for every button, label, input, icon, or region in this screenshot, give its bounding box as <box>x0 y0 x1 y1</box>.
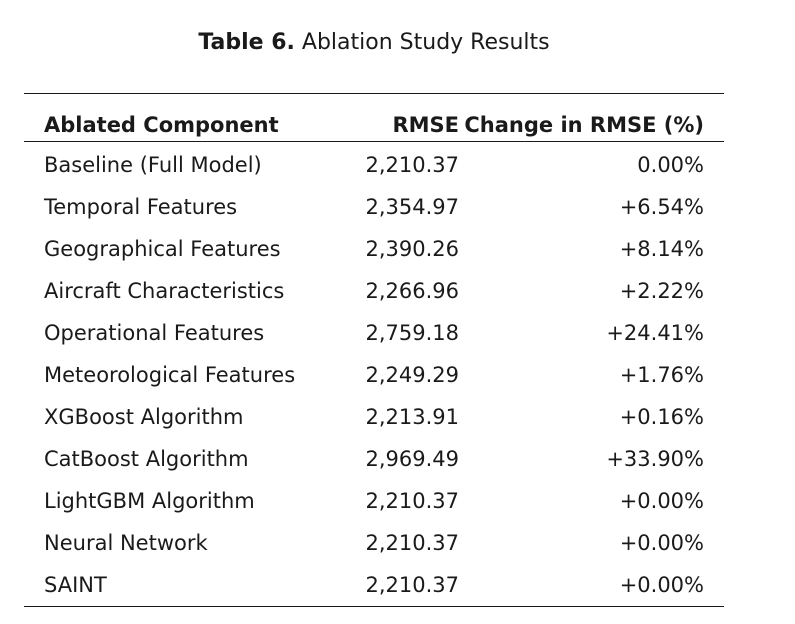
table-row: Geographical Features 2,390.26 +8.14% <box>24 228 724 270</box>
cell-change: +0.00% <box>619 573 704 597</box>
cell-component: Meteorological Features <box>44 363 296 387</box>
cell-rmse: 2,266.96 <box>365 279 459 303</box>
cell-rmse: 2,213.91 <box>365 405 459 429</box>
ablation-table-wrapper: Ablated Component RMSE Change in RMSE (%… <box>24 93 724 607</box>
cell-component: SAINT <box>44 573 107 597</box>
table-row: Operational Features 2,759.18 +24.41% <box>24 312 724 354</box>
header-rmse: RMSE <box>392 113 459 137</box>
cell-change: +2.22% <box>619 279 704 303</box>
header-ablated-component: Ablated Component <box>44 113 279 137</box>
cell-component: Neural Network <box>44 531 208 555</box>
cell-change: +1.76% <box>619 363 704 387</box>
cell-rmse: 2,249.29 <box>365 363 459 387</box>
table-row: XGBoost Algorithm 2,213.91 +0.16% <box>24 396 724 438</box>
cell-component: LightGBM Algorithm <box>44 489 255 513</box>
cell-change: +6.54% <box>619 195 704 219</box>
table-caption: Table 6. Ablation Study Results <box>0 28 748 58</box>
header-change-in-rmse: Change in RMSE (%) <box>464 113 704 137</box>
cell-component: Operational Features <box>44 321 265 345</box>
cell-component: Geographical Features <box>44 237 281 261</box>
cell-component: CatBoost Algorithm <box>44 447 249 471</box>
cell-rmse: 2,210.37 <box>365 573 459 597</box>
caption-label: Table 6. <box>198 30 295 55</box>
ablation-results-table: Ablated Component RMSE Change in RMSE (%… <box>24 93 724 607</box>
table-row: CatBoost Algorithm 2,969.49 +33.90% <box>24 438 724 480</box>
cell-rmse: 2,354.97 <box>365 195 459 219</box>
table-row: LightGBM Algorithm 2,210.37 +0.00% <box>24 480 724 522</box>
table-row: Temporal Features 2,354.97 +6.54% <box>24 186 724 228</box>
cell-rmse: 2,390.26 <box>365 237 459 261</box>
table-row: Meteorological Features 2,249.29 +1.76% <box>24 354 724 396</box>
cell-change: +8.14% <box>619 237 704 261</box>
table-header: Ablated Component RMSE Change in RMSE (%… <box>24 93 724 142</box>
table-row: Baseline (Full Model) 2,210.37 0.00% <box>24 142 724 187</box>
cell-rmse: 2,969.49 <box>365 447 459 471</box>
cell-change: 0.00% <box>637 153 704 177</box>
table-row: Neural Network 2,210.37 +0.00% <box>24 522 724 564</box>
cell-rmse: 2,759.18 <box>365 321 459 345</box>
cell-component: Aircraft Characteristics <box>44 279 285 303</box>
cell-component: Temporal Features <box>44 195 238 219</box>
table-body: Baseline (Full Model) 2,210.37 0.00% Tem… <box>24 142 724 607</box>
cell-rmse: 2,210.37 <box>365 531 459 555</box>
cell-change: +0.00% <box>619 489 704 513</box>
cell-change: +0.16% <box>619 405 704 429</box>
cell-change: +24.41% <box>606 321 704 345</box>
cell-rmse: 2,210.37 <box>365 153 459 177</box>
cell-component: Baseline (Full Model) <box>44 153 262 177</box>
caption-title: Ablation Study Results <box>301 30 550 55</box>
table-row: Aircraft Characteristics 2,266.96 +2.22% <box>24 270 724 312</box>
cell-rmse: 2,210.37 <box>365 489 459 513</box>
cell-change: +0.00% <box>619 531 704 555</box>
header-row: Ablated Component RMSE Change in RMSE (%… <box>24 93 724 142</box>
table-row: SAINT 2,210.37 +0.00% <box>24 564 724 607</box>
cell-change: +33.90% <box>606 447 704 471</box>
cell-component: XGBoost Algorithm <box>44 405 244 429</box>
